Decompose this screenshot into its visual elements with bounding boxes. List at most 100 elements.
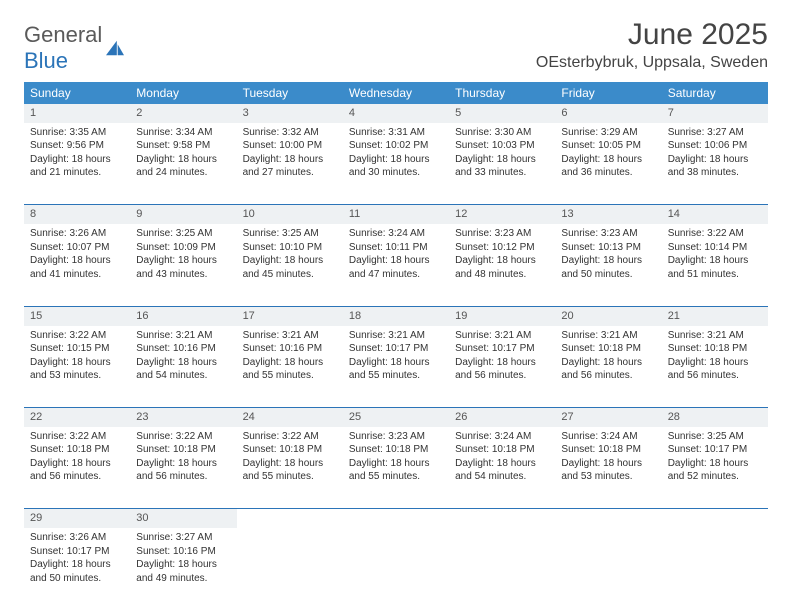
daylight-line: Daylight: 18 hours and 50 minutes.	[30, 558, 124, 585]
sunset-line: Sunset: 10:06 PM	[668, 139, 762, 153]
day-content-cell: Sunrise: 3:21 AMSunset: 10:16 PMDaylight…	[237, 326, 343, 408]
daylight-line: Daylight: 18 hours and 55 minutes.	[243, 356, 337, 383]
brand-logo: General Blue	[24, 18, 126, 74]
day-content-cell: Sunrise: 3:22 AMSunset: 10:15 PMDaylight…	[24, 326, 130, 408]
sunset-line: Sunset: 10:16 PM	[136, 342, 230, 356]
day-content-row: Sunrise: 3:22 AM Sunset: 10:18 PM Daylight…	[24, 427, 768, 509]
sunset-line: Sunset: 10:10 PM	[243, 241, 337, 255]
day-number-cell: 28	[662, 408, 768, 427]
sunset-line: Sunset: 10:18 PM	[349, 443, 443, 457]
sunrise-line: Sunrise: 3:21 AM	[668, 329, 762, 343]
daynum-row: 15161718192021	[24, 306, 768, 325]
sunset-line: Sunset: 10:13 PM	[561, 241, 655, 255]
sunrise-line: Sunrise: 3:24 AM	[561, 430, 655, 444]
title-block: June 2025 OEsterbybruk, Uppsala, Sweden	[536, 18, 768, 72]
day-number-cell: 23	[130, 408, 236, 427]
sunset-line: Sunset: 10:12 PM	[455, 241, 549, 255]
daylight-line: Daylight: 18 hours and 54 minutes.	[136, 356, 230, 383]
calendar-table: SundayMondayTuesdayWednesdayThursdayFrid…	[24, 82, 768, 610]
day-content-cell: Sunrise: 3:23 AMSunset: 10:12 PMDaylight…	[449, 224, 555, 306]
sunset-line: Sunset: 10:17 PM	[668, 443, 762, 457]
day-number-cell: 18	[343, 306, 449, 325]
day-number-cell: 11	[343, 205, 449, 224]
daynum-row: 1234567	[24, 104, 768, 123]
sunrise-line: Sunrise: 3:32 AM	[243, 126, 337, 140]
daylight-line: Daylight: 18 hours and 41 minutes.	[30, 254, 124, 281]
day-content-row: Sunrise: 3:22 AMSunset: 10:15 PM Daylight…	[24, 326, 768, 408]
day-content-cell: Sunrise: 3:35 AMSunset: 9:56 PMDaylight:…	[24, 123, 130, 205]
day-number-cell: 26	[449, 408, 555, 427]
sunset-line: Sunset: 9:58 PM	[136, 139, 230, 153]
day-number-cell: 2	[130, 104, 236, 123]
sunset-line: Sunset: 10:09 PM	[136, 241, 230, 255]
brand-text: General Blue	[24, 22, 102, 74]
sunrise-line: Sunrise: 3:22 AM	[243, 430, 337, 444]
day-number-cell: 16	[130, 306, 236, 325]
daylight-line: Daylight: 18 hours and 50 minutes.	[561, 254, 655, 281]
sunrise-line: Sunrise: 3:35 AM	[30, 126, 124, 140]
daylight-line: Daylight: 18 hours and 36 minutes.	[561, 153, 655, 180]
daylight-line: Daylight: 18 hours and 53 minutes.	[561, 457, 655, 484]
daylight-line: Daylight: 18 hours and 55 minutes.	[349, 356, 443, 383]
weekday-header: Sunday	[24, 82, 130, 104]
day-number-cell: 15	[24, 306, 130, 325]
sunset-line: Sunset: 10:17 PM	[30, 545, 124, 559]
daylight-line: Daylight: 18 hours and 38 minutes.	[668, 153, 762, 180]
sunrise-line: Sunrise: 3:22 AM	[668, 227, 762, 241]
day-number-cell: 14	[662, 205, 768, 224]
day-number-cell: 25	[343, 408, 449, 427]
day-content-cell: Sunrise: 3:24 AMSunset: 10:18 PMDaylight…	[555, 427, 661, 509]
day-number-cell: 3	[237, 104, 343, 123]
brand-part1: General	[24, 22, 102, 47]
day-number-cell: 7	[662, 104, 768, 123]
day-number-cell: 29	[24, 509, 130, 528]
day-number-cell: 10	[237, 205, 343, 224]
sunrise-line: Sunrise: 3:21 AM	[561, 329, 655, 343]
day-content-cell: Sunrise: 3:21 AMSunset: 10:17 PMDaylight…	[343, 326, 449, 408]
sunrise-line: Sunrise: 3:23 AM	[455, 227, 549, 241]
day-content-cell: Sunrise: 3:32 AMSunset: 10:00 PMDaylight…	[237, 123, 343, 205]
day-number-cell: 4	[343, 104, 449, 123]
daylight-line: Daylight: 18 hours and 56 minutes.	[136, 457, 230, 484]
day-content-cell: Sunrise: 3:23 AMSunset: 10:18 PMDaylight…	[343, 427, 449, 509]
day-content-cell: Sunrise: 3:21 AMSunset: 10:18 PMDaylight…	[662, 326, 768, 408]
daylight-line: Daylight: 18 hours and 52 minutes.	[668, 457, 762, 484]
day-content-cell: Sunrise: 3:21 AMSunset: 10:17 PMDaylight…	[449, 326, 555, 408]
weekday-header: Tuesday	[237, 82, 343, 104]
sunset-line: Sunset: 10:16 PM	[243, 342, 337, 356]
daylight-line: Daylight: 18 hours and 51 minutes.	[668, 254, 762, 281]
sunset-line: Sunset: 10:18 PM	[561, 342, 655, 356]
sunrise-line: Sunrise: 3:21 AM	[243, 329, 337, 343]
day-number-cell: 20	[555, 306, 661, 325]
sunrise-line: Sunrise: 3:25 AM	[136, 227, 230, 241]
weekday-header: Thursday	[449, 82, 555, 104]
daylight-line: Daylight: 18 hours and 56 minutes.	[455, 356, 549, 383]
sunrise-line: Sunrise: 3:31 AM	[349, 126, 443, 140]
sunrise-line: Sunrise: 3:27 AM	[668, 126, 762, 140]
sunrise-line: Sunrise: 3:26 AM	[30, 227, 124, 241]
sunrise-line: Sunrise: 3:22 AM	[30, 329, 124, 343]
daylight-line: Daylight: 18 hours and 21 minutes.	[30, 153, 124, 180]
brand-part2: Blue	[24, 48, 68, 73]
day-content-row: Sunrise: 3:26 AMSunset: 10:17 PMDaylight…	[24, 528, 768, 610]
daylight-line: Daylight: 18 hours and 45 minutes.	[243, 254, 337, 281]
daylight-line: Daylight: 18 hours and 56 minutes.	[668, 356, 762, 383]
day-content-cell: Sunrise: 3:25 AMSunset: 10:17 PMDaylight…	[662, 427, 768, 509]
sunset-line: Sunset: 10:18 PM	[668, 342, 762, 356]
day-number-cell	[343, 509, 449, 528]
day-number-cell: 5	[449, 104, 555, 123]
sunset-line: Sunset: 10:11 PM	[349, 241, 443, 255]
sunrise-line: Sunrise: 3:26 AM	[30, 531, 124, 545]
daylight-line: Daylight: 18 hours and 48 minutes.	[455, 254, 549, 281]
day-content-row: Sunrise: 3:35 AMSunset: 9:56 PMDaylight:…	[24, 123, 768, 205]
day-content-cell	[555, 528, 661, 610]
sunset-line: Sunset: 10:17 PM	[455, 342, 549, 356]
daylight-line: Daylight: 18 hours and 24 minutes.	[136, 153, 230, 180]
sunset-line: Sunset: 10:03 PM	[455, 139, 549, 153]
day-content-cell: Sunrise: 3:24 AMSunset: 10:11 PMDaylight…	[343, 224, 449, 306]
day-content-cell: Sunrise: 3:25 AMSunset: 10:09 PMDaylight…	[130, 224, 236, 306]
daylight-line: Daylight: 18 hours and 33 minutes.	[455, 153, 549, 180]
day-number-cell	[449, 509, 555, 528]
sunset-line: Sunset: 10:15 PM	[30, 342, 124, 356]
daylight-line: Daylight: 18 hours and 49 minutes.	[136, 558, 230, 585]
